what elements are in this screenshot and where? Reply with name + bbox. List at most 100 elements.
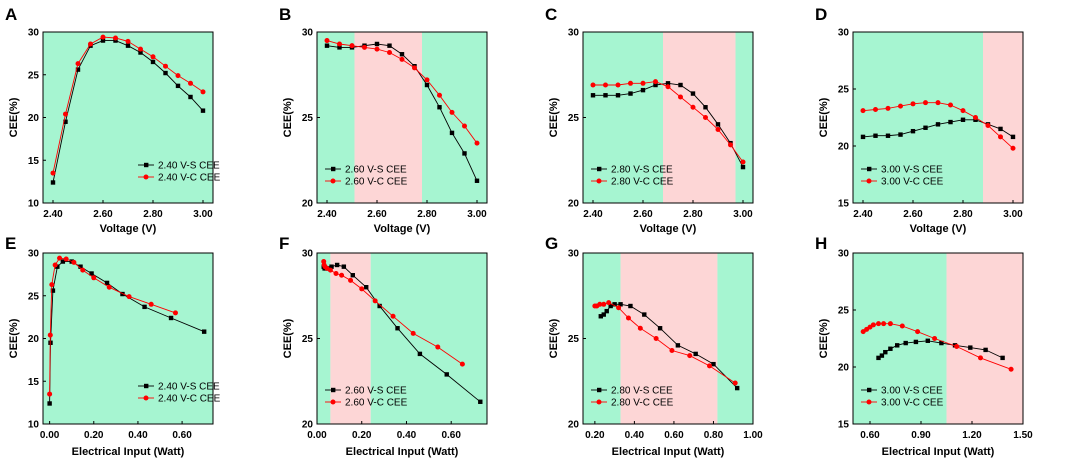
data-point-circle	[876, 321, 881, 327]
data-point-circle	[474, 140, 480, 146]
data-point-circle	[148, 301, 154, 307]
data-point-square	[740, 164, 746, 170]
data-point-square	[910, 128, 916, 134]
data-point-square	[590, 93, 596, 98]
data-point-circle	[870, 322, 876, 328]
data-point-circle	[703, 115, 708, 120]
y-tick-label: 15	[838, 199, 850, 210]
data-point-circle	[437, 92, 442, 98]
data-point-square	[903, 340, 908, 346]
x-tick-label: 3.00	[467, 209, 487, 220]
y-axis-label: CEE(%)	[8, 97, 20, 137]
x-axis-label: Electrical Input (Watt)	[72, 446, 185, 458]
legend-marker-circle	[330, 178, 336, 184]
region-green	[735, 32, 753, 203]
data-point-circle	[740, 159, 746, 165]
y-tick-label: 15	[28, 377, 40, 388]
y-tick-label: 10	[28, 199, 40, 210]
panel-letter: C	[545, 5, 557, 24]
data-point-square	[377, 303, 382, 309]
plot-frame	[852, 31, 1024, 204]
region-green	[717, 253, 753, 424]
data-point-square	[462, 151, 467, 156]
data-point-circle	[898, 103, 903, 109]
data-point-square	[200, 108, 206, 113]
data-point-circle	[932, 336, 938, 341]
x-tick-label: 0.40	[625, 430, 645, 441]
data-point-square	[424, 82, 430, 88]
panel-h: H 0.60 0.90 1.20 1.50 15 20 25 30 Electrical Inpu…	[815, 234, 1033, 458]
data-point-square	[125, 43, 131, 48]
x-tick-label: 2.40	[43, 209, 63, 220]
data-point-circle	[100, 34, 106, 40]
y-tick-label: 20	[28, 113, 40, 124]
y-tick-label: 20	[838, 142, 850, 153]
data-point-circle	[860, 108, 866, 114]
panel-b: B 2.40 2.60 2.80 3.00 20 25 30 Voltage (V) CEE(%)…	[279, 5, 488, 235]
panel-letter: D	[815, 5, 827, 24]
y-tick-label: 20	[302, 199, 314, 210]
legend-label: 3.00 V-C CEE	[881, 398, 944, 409]
x-tick-label: 2.60	[93, 209, 113, 220]
data-point-square	[113, 38, 118, 43]
data-point-circle	[885, 105, 891, 111]
legend-marker-square	[144, 162, 149, 168]
data-point-circle	[1008, 366, 1014, 372]
data-point-circle	[333, 271, 339, 277]
panel-letter: A	[5, 5, 17, 24]
x-tick-label: 2.80	[953, 209, 973, 220]
data-point-circle	[998, 134, 1003, 140]
data-point-circle	[435, 344, 441, 350]
data-point-circle	[881, 321, 887, 327]
x-axis-label: Voltage (V)	[910, 223, 967, 235]
legend-label: 2.80 V-S CEE	[611, 165, 673, 176]
y-tick-label: 20	[568, 199, 580, 210]
data-point-square	[983, 347, 988, 353]
data-point-square	[75, 67, 81, 72]
x-tick-label: 0.60	[441, 430, 461, 441]
data-point-square	[883, 349, 888, 355]
data-point-square	[50, 180, 56, 185]
x-axis-label: Electrical Input (Watt)	[612, 446, 725, 458]
data-point-square	[678, 82, 683, 88]
x-tick-label: 2.80	[683, 209, 703, 220]
data-point-circle	[49, 282, 55, 288]
legend-marker-circle	[866, 399, 872, 405]
data-point-circle	[71, 259, 77, 265]
legend-marker-square	[597, 387, 602, 393]
x-tick-label: 0.20	[585, 430, 605, 441]
legend-label: 2.60 V-S CEE	[345, 165, 407, 176]
y-tick-label: 25	[28, 70, 40, 81]
y-tick-label: 25	[28, 291, 40, 302]
data-point-circle	[424, 77, 430, 83]
x-axis-label: Voltage (V)	[100, 223, 157, 235]
x-tick-label: 0.40	[128, 430, 148, 441]
data-point-circle	[597, 301, 603, 307]
data-point-square	[628, 91, 633, 96]
data-point-square	[935, 122, 941, 127]
legend-marker-circle	[866, 178, 872, 184]
data-point-square	[324, 43, 330, 48]
panel-letter: H	[815, 234, 827, 253]
data-point-square	[329, 264, 334, 269]
data-point-square	[78, 264, 83, 269]
data-point-circle	[728, 142, 733, 148]
y-axis-label: CEE(%)	[548, 97, 560, 137]
data-point-circle	[590, 82, 596, 88]
data-point-circle	[150, 54, 156, 60]
x-axis-label: Voltage (V)	[640, 223, 697, 235]
data-point-circle	[690, 104, 696, 110]
data-point-square	[478, 399, 483, 404]
data-point-square	[604, 308, 609, 314]
x-axis-label: Voltage (V)	[374, 223, 431, 235]
data-point-circle	[873, 107, 878, 113]
data-point-circle	[52, 262, 58, 268]
data-point-square	[50, 288, 56, 293]
legend-marker-circle	[330, 399, 336, 405]
region-green	[317, 253, 331, 424]
data-point-square	[653, 82, 658, 88]
data-point-circle	[339, 272, 345, 278]
legend-label: 2.60 V-S CEE	[345, 386, 407, 397]
data-point-square	[437, 105, 442, 110]
